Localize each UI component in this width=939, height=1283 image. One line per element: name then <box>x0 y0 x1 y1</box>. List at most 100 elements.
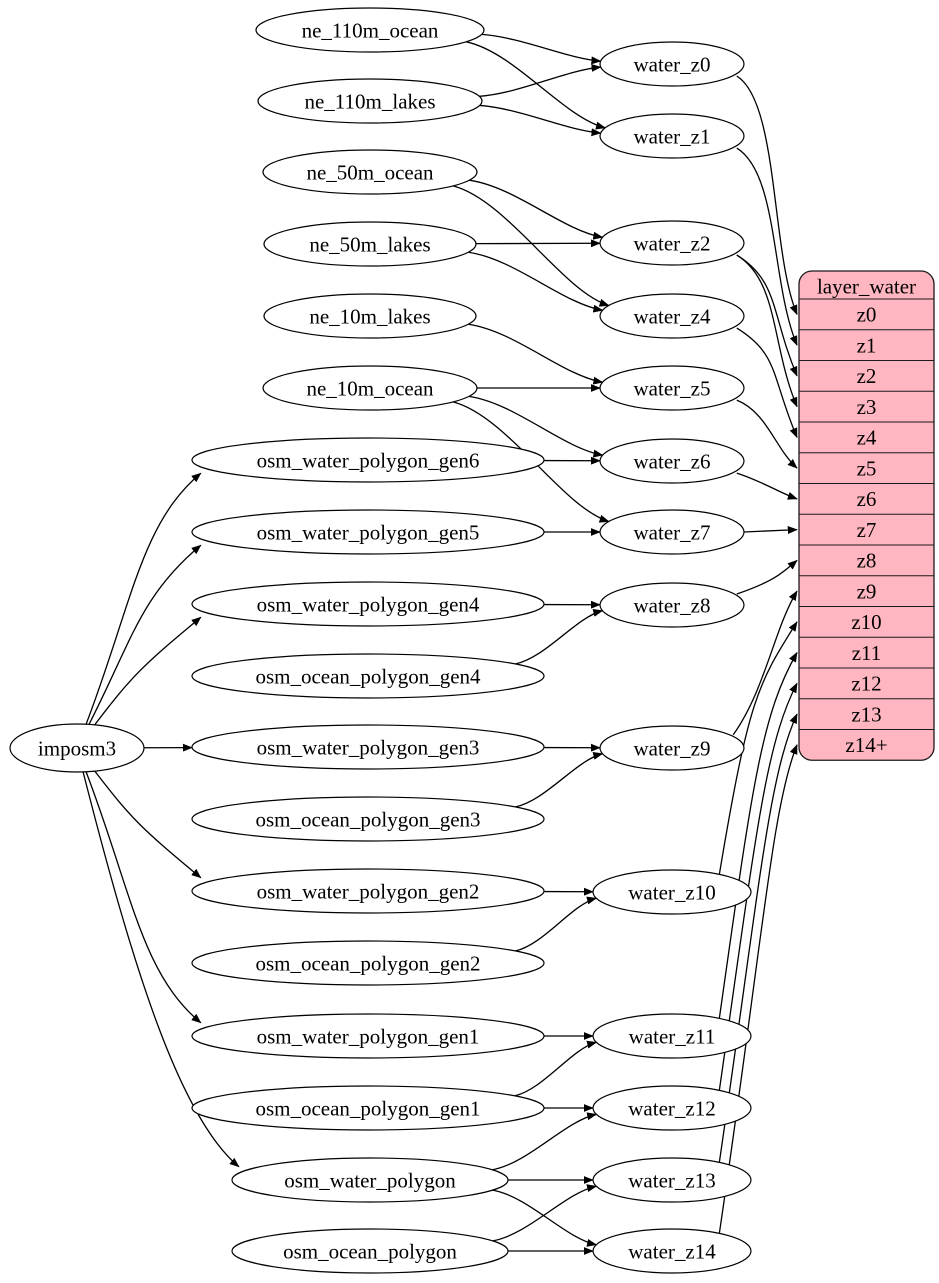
node-ellipse-water_z4 <box>599 293 745 339</box>
node-ne_10m_ocean: ne_10m_ocean <box>262 365 478 411</box>
edge-water_z5-to-row-z5 <box>736 399 798 469</box>
node-ellipse-osm_water_polygon_gen6 <box>191 437 545 483</box>
edge-ne_10m_ocean-to-water_z6 <box>468 395 604 458</box>
node-label-water_z0: water_z0 <box>634 52 711 76</box>
edge-imposm3-to-osm_water_polygon_gen5 <box>88 544 202 725</box>
node-ellipse-osm_ocean_polygon_gen1 <box>191 1085 545 1131</box>
edge-ne_110m_ocean-to-water_z1 <box>466 41 606 130</box>
edge-water_z10-to-row-z10 <box>718 621 798 875</box>
node-ellipse-osm_water_polygon_gen3 <box>191 724 545 770</box>
node-label-water_z12: water_z12 <box>628 1096 715 1120</box>
node-label-osm_water_polygon_gen5: osm_water_polygon_gen5 <box>257 520 480 544</box>
edge-osm_ocean_polygon_gen1-to-water_z11 <box>514 1040 598 1097</box>
edge-water_z1-to-row-z1 <box>736 147 798 346</box>
edge-water_z12-to-row-z12 <box>718 682 798 1091</box>
node-water_z11: water_z11 <box>592 1013 752 1059</box>
edge-osm_water_polygon-to-water_z14 <box>492 1189 598 1247</box>
node-label-ne_10m_lakes: ne_10m_lakes <box>309 304 430 328</box>
node-ellipse-water_z8 <box>599 582 745 628</box>
node-ellipse-ne_50m_ocean <box>262 149 478 195</box>
node-label-osm_water_polygon_gen2: osm_water_polygon_gen2 <box>257 879 480 903</box>
node-ellipse-ne_50m_lakes <box>263 221 477 267</box>
node-label-water_z13: water_z13 <box>628 1168 715 1192</box>
node-water_z1: water_z1 <box>599 113 745 159</box>
node-label-imposm3: imposm3 <box>38 736 116 760</box>
node-label-water_z14: water_z14 <box>628 1239 716 1263</box>
edge-osm_water_polygon-to-water_z12 <box>492 1112 598 1171</box>
table-row-z4: z4 <box>857 426 877 450</box>
node-ellipse-osm_water_polygon <box>231 1157 509 1203</box>
table-row-z0: z0 <box>857 303 877 327</box>
table-row-z10: z10 <box>851 610 881 634</box>
node-osm_water_polygon_gen1: osm_water_polygon_gen1 <box>191 1013 545 1059</box>
node-water_z7: water_z7 <box>599 509 745 555</box>
node-ellipse-water_z7 <box>599 509 745 555</box>
table-row-z2: z2 <box>857 364 877 388</box>
node-label-osm_water_polygon: osm_water_polygon <box>284 1168 456 1192</box>
node-osm_ocean_polygon: osm_ocean_polygon <box>231 1228 509 1274</box>
node-water_z4: water_z4 <box>599 293 745 339</box>
node-label-water_z9: water_z9 <box>634 736 711 760</box>
node-label-water_z11: water_z11 <box>629 1024 716 1048</box>
node-label-ne_110m_ocean: ne_110m_ocean <box>302 18 439 42</box>
node-label-osm_water_polygon_gen6: osm_water_polygon_gen6 <box>257 448 480 472</box>
table-row-z5: z5 <box>857 456 877 480</box>
edge-water_z8-to-row-z8 <box>736 559 798 595</box>
node-ne_50m_ocean: ne_50m_ocean <box>262 149 478 195</box>
node-ellipse-water_z9 <box>599 725 745 771</box>
node-water_z0: water_z0 <box>599 41 745 87</box>
node-water_z2: water_z2 <box>599 220 745 266</box>
node-ne_110m_ocean: ne_110m_ocean <box>255 7 485 53</box>
edge-ne_110m_ocean-to-water_z0 <box>481 33 602 65</box>
node-ne_50m_lakes: ne_50m_lakes <box>263 221 477 267</box>
node-ellipse-water_z0 <box>599 41 745 87</box>
edge-water_z7-to-row-z7 <box>743 526 798 535</box>
node-label-water_z10: water_z10 <box>628 880 715 904</box>
nodes-layer: imposm3 ne_110m_ocean ne_110m_lakes ne_50m_… <box>9 7 752 1274</box>
node-ellipse-water_z10 <box>592 869 752 915</box>
table-layer: layer_water z0 z1 z2 z3 z4 z5 z6 z7 z8 z9 z10 z11 z12… <box>798 270 935 761</box>
edge-water_z11-to-row-z11 <box>718 651 798 1019</box>
node-label-ne_10m_ocean: ne_10m_ocean <box>306 376 434 400</box>
node-ellipse-osm_ocean_polygon_gen2 <box>191 940 545 986</box>
edges-layer <box>82 33 798 1255</box>
table-row-z12: z12 <box>851 672 881 696</box>
edge-water_z2-to-row-z3 <box>736 254 798 408</box>
node-ellipse-osm_water_polygon_gen2 <box>191 868 545 914</box>
node-water_z6: water_z6 <box>599 438 745 484</box>
edge-water_z13-to-row-z13 <box>718 713 798 1163</box>
node-water_z12: water_z12 <box>592 1085 752 1131</box>
edge-imposm3-to-osm_water_polygon <box>82 771 240 1168</box>
edge-imposm3-to-osm_water_polygon_gen1 <box>85 771 202 1024</box>
node-imposm3: imposm3 <box>9 723 145 773</box>
node-water_z13: water_z13 <box>592 1157 752 1203</box>
edge-osm_ocean_polygon_gen4-to-water_z8 <box>515 608 604 665</box>
node-ellipse-osm_water_polygon_gen5 <box>191 509 545 555</box>
node-label-water_z1: water_z1 <box>634 124 711 148</box>
edge-ne_50m_lakes-to-water_z4 <box>468 251 604 313</box>
node-ne_110m_lakes: ne_110m_lakes <box>257 78 483 124</box>
node-ellipse-osm_ocean_polygon <box>231 1228 509 1274</box>
node-label-osm_ocean_polygon: osm_ocean_polygon <box>283 1239 457 1263</box>
edge-ne_110m_lakes-to-water_z1 <box>479 104 602 137</box>
node-ellipse-imposm3 <box>9 723 145 773</box>
node-ellipse-water_z2 <box>599 220 745 266</box>
node-water_z14: water_z14 <box>592 1228 752 1274</box>
edge-water_z0-to-row-z0 <box>736 75 798 316</box>
node-ellipse-water_z1 <box>599 113 745 159</box>
node-ellipse-ne_110m_ocean <box>255 7 485 53</box>
table-row-z7: z7 <box>857 518 877 542</box>
node-ellipse-water_z14 <box>592 1228 752 1274</box>
node-label-osm_ocean_polygon_gen3: osm_ocean_polygon_gen3 <box>255 807 480 831</box>
table-row-z14+: z14+ <box>845 733 887 757</box>
node-ellipse-ne_110m_lakes <box>257 78 483 124</box>
node-label-water_z4: water_z4 <box>634 304 711 328</box>
edge-imposm3-to-osm_water_polygon_gen2 <box>94 770 202 879</box>
node-ellipse-water_z11 <box>592 1013 752 1059</box>
node-osm_water_polygon_gen4: osm_water_polygon_gen4 <box>191 581 545 627</box>
node-ellipse-osm_ocean_polygon_gen4 <box>191 653 545 699</box>
table-row-z1: z1 <box>857 333 877 357</box>
node-label-ne_50m_lakes: ne_50m_lakes <box>309 232 430 256</box>
node-water_z9: water_z9 <box>599 725 745 771</box>
